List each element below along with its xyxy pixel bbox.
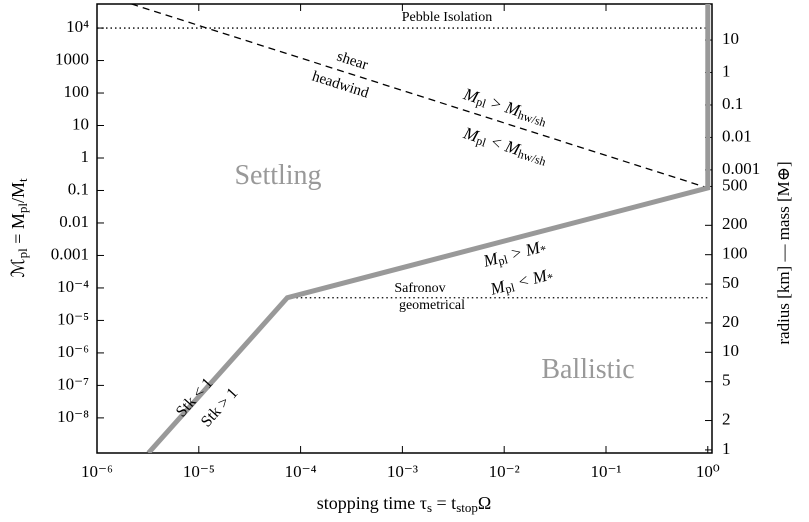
y2-tick-label: 0.001 <box>722 159 760 178</box>
annotation: Pebble Isolation <box>402 10 493 25</box>
math-annotation-part: M <box>480 248 500 270</box>
y-axis-label-sub: pl <box>15 203 30 214</box>
y2-tick-label: 1 <box>722 61 731 80</box>
y2-tick-label: 0.1 <box>722 94 743 113</box>
annotation: headwind <box>310 69 371 102</box>
y-tick-label: 0.1 <box>68 179 89 198</box>
x-axis-label-sub: stop <box>456 500 478 515</box>
math-annotation-sub: pl <box>504 280 517 296</box>
y3-tick-label: 10 <box>722 341 739 360</box>
y-axis-label: ℳpl = Mpl/Mt <box>8 178 30 278</box>
math-annotation-part: M <box>461 84 482 107</box>
annotation-part: Settling <box>234 160 321 191</box>
math-annotation-sub: hw/sh <box>516 147 548 169</box>
plot-frame <box>96 3 713 454</box>
x-axis-label-part: stopping time τ <box>317 493 427 513</box>
math-annotation: Mpl < M* <box>487 264 555 300</box>
math-annotation-sub: * <box>546 271 555 286</box>
y-axis-label-part: ℳ <box>8 258 28 277</box>
y-tick-label: 10 <box>72 114 89 133</box>
y-tick-label: 1 <box>81 147 90 166</box>
annotation: Ballistic <box>541 354 634 385</box>
x-tick-label: 10⁻⁵ <box>183 462 215 481</box>
y-axis-label-part: /M <box>8 182 28 203</box>
y-axis-label-sub: t <box>15 178 30 182</box>
x-tick-label: 10⁰ <box>696 462 720 481</box>
x-axis-label: stopping time τs = tstopΩ <box>317 493 492 515</box>
y3-tick-label: 100 <box>722 244 748 263</box>
annotation-part: Safronov <box>394 281 445 296</box>
y3-tick-label: 20 <box>722 312 739 331</box>
y-tick-label: 10⁻⁷ <box>57 374 89 393</box>
x-tick-label: 10⁻¹ <box>590 462 621 481</box>
line-dashed <box>129 4 708 189</box>
y-tick-label: 0.001 <box>51 244 89 263</box>
y3-tick-label: 2 <box>722 409 731 428</box>
y3-tick-label: 1 <box>722 439 731 458</box>
y2-tick-label: 0.01 <box>722 126 752 145</box>
line-thick <box>146 4 711 453</box>
annotation-part: geometrical <box>399 298 465 313</box>
plot-lines <box>97 4 711 453</box>
math-annotation-part: < M <box>511 266 550 293</box>
math-annotation: Mpl < Mhw/sh <box>460 123 549 169</box>
x-axis-label-part: Ω <box>478 493 491 513</box>
annotation-part: Ballistic <box>541 354 634 385</box>
annotation-part: headwind <box>310 69 371 102</box>
math-annotation: Mpl > Mhw/sh <box>460 84 549 130</box>
math-annotation-part: M <box>487 276 507 298</box>
y-axis-label-part: = M <box>8 213 28 248</box>
y-tick-label: 10⁴ <box>66 17 89 36</box>
y-tick-label: 10⁻⁶ <box>57 342 89 361</box>
math-annotation-sub: hw/sh <box>516 108 548 130</box>
math-annotation-part: M <box>461 123 482 146</box>
y-axis-label-sub: pl <box>15 248 30 259</box>
x-tick-label: 10⁻⁴ <box>285 462 317 481</box>
annotation-part: Pebble Isolation <box>402 10 493 25</box>
y-tick-label: 0.01 <box>59 212 89 231</box>
y3-tick-label: 500 <box>722 175 748 194</box>
y-tick-label: 100 <box>64 82 90 101</box>
math-annotation-sub: * <box>539 243 548 258</box>
y2-tick-label: 10 <box>722 29 739 48</box>
annotation: geometrical <box>399 298 465 313</box>
y3-tick-label: 5 <box>722 371 731 390</box>
y-tick-label: 10⁻⁸ <box>57 407 89 426</box>
x-axis-label-sub: s <box>427 500 432 515</box>
y-tick-label: 1000 <box>55 49 89 68</box>
x-tick-label: 10⁻⁶ <box>81 462 113 481</box>
y2-axis-label: radius [km] — mass [M⊕] <box>774 161 793 344</box>
y-tick-label: 10⁻⁵ <box>57 309 89 328</box>
annotation: Settling <box>234 160 321 191</box>
y3-tick-label: 50 <box>722 273 739 292</box>
x-tick-label: 10⁻³ <box>387 462 418 481</box>
x-axis-label-part: = t <box>432 493 456 513</box>
x-tick-label: 10⁻² <box>489 462 520 481</box>
math-annotation-sub: pl <box>497 252 510 268</box>
annotation: Safronov <box>394 281 445 296</box>
y-tick-label: 10⁻⁴ <box>57 277 89 296</box>
y3-tick-label: 200 <box>722 214 748 233</box>
